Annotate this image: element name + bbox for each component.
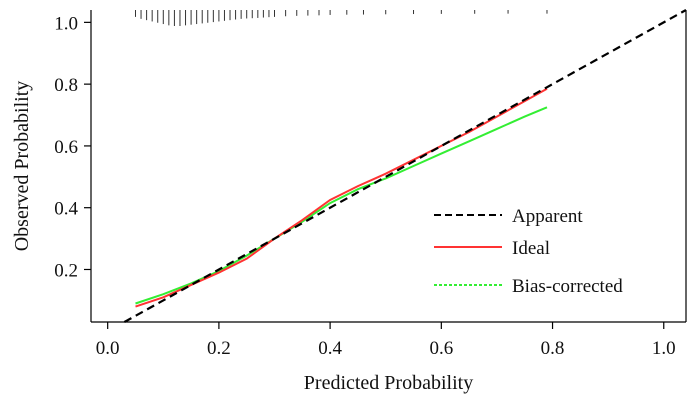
series-lines (123, 9, 687, 323)
x-tick-label: 0.8 (541, 338, 565, 359)
x-tick-label: 1.0 (652, 338, 676, 359)
legend-label: Bias-corrected (512, 276, 623, 297)
rug-marks (134, 10, 548, 26)
x-tick-label: 0.0 (96, 338, 120, 359)
y-tick-label: 0.8 (54, 75, 78, 96)
x-axis-title: Predicted Probability (304, 372, 473, 394)
y-axis-ticks: 0.2 0.4 0.6 0.8 1.0 (54, 13, 91, 281)
series-line-bias-corrected (135, 106, 548, 305)
x-axis-ticks: 0.0 0.2 0.4 0.6 0.8 1.0 (96, 322, 676, 359)
y-axis-title: Observed Probability (11, 81, 33, 252)
legend-label: Apparent (512, 206, 583, 227)
x-tick-label: 0.2 (207, 338, 231, 359)
legend-label: Ideal (512, 238, 550, 259)
y-tick-label: 1.0 (54, 13, 78, 34)
y-tick-label: 0.4 (54, 199, 78, 220)
series-line-apparent (123, 9, 687, 323)
legend: Apparent Ideal Bias-corrected (434, 206, 623, 297)
x-tick-label: 0.6 (429, 338, 453, 359)
series-line-ideal (135, 87, 548, 308)
x-tick-label: 0.4 (318, 338, 342, 359)
y-tick-label: 0.2 (54, 260, 78, 281)
y-tick-label: 0.6 (54, 137, 78, 158)
